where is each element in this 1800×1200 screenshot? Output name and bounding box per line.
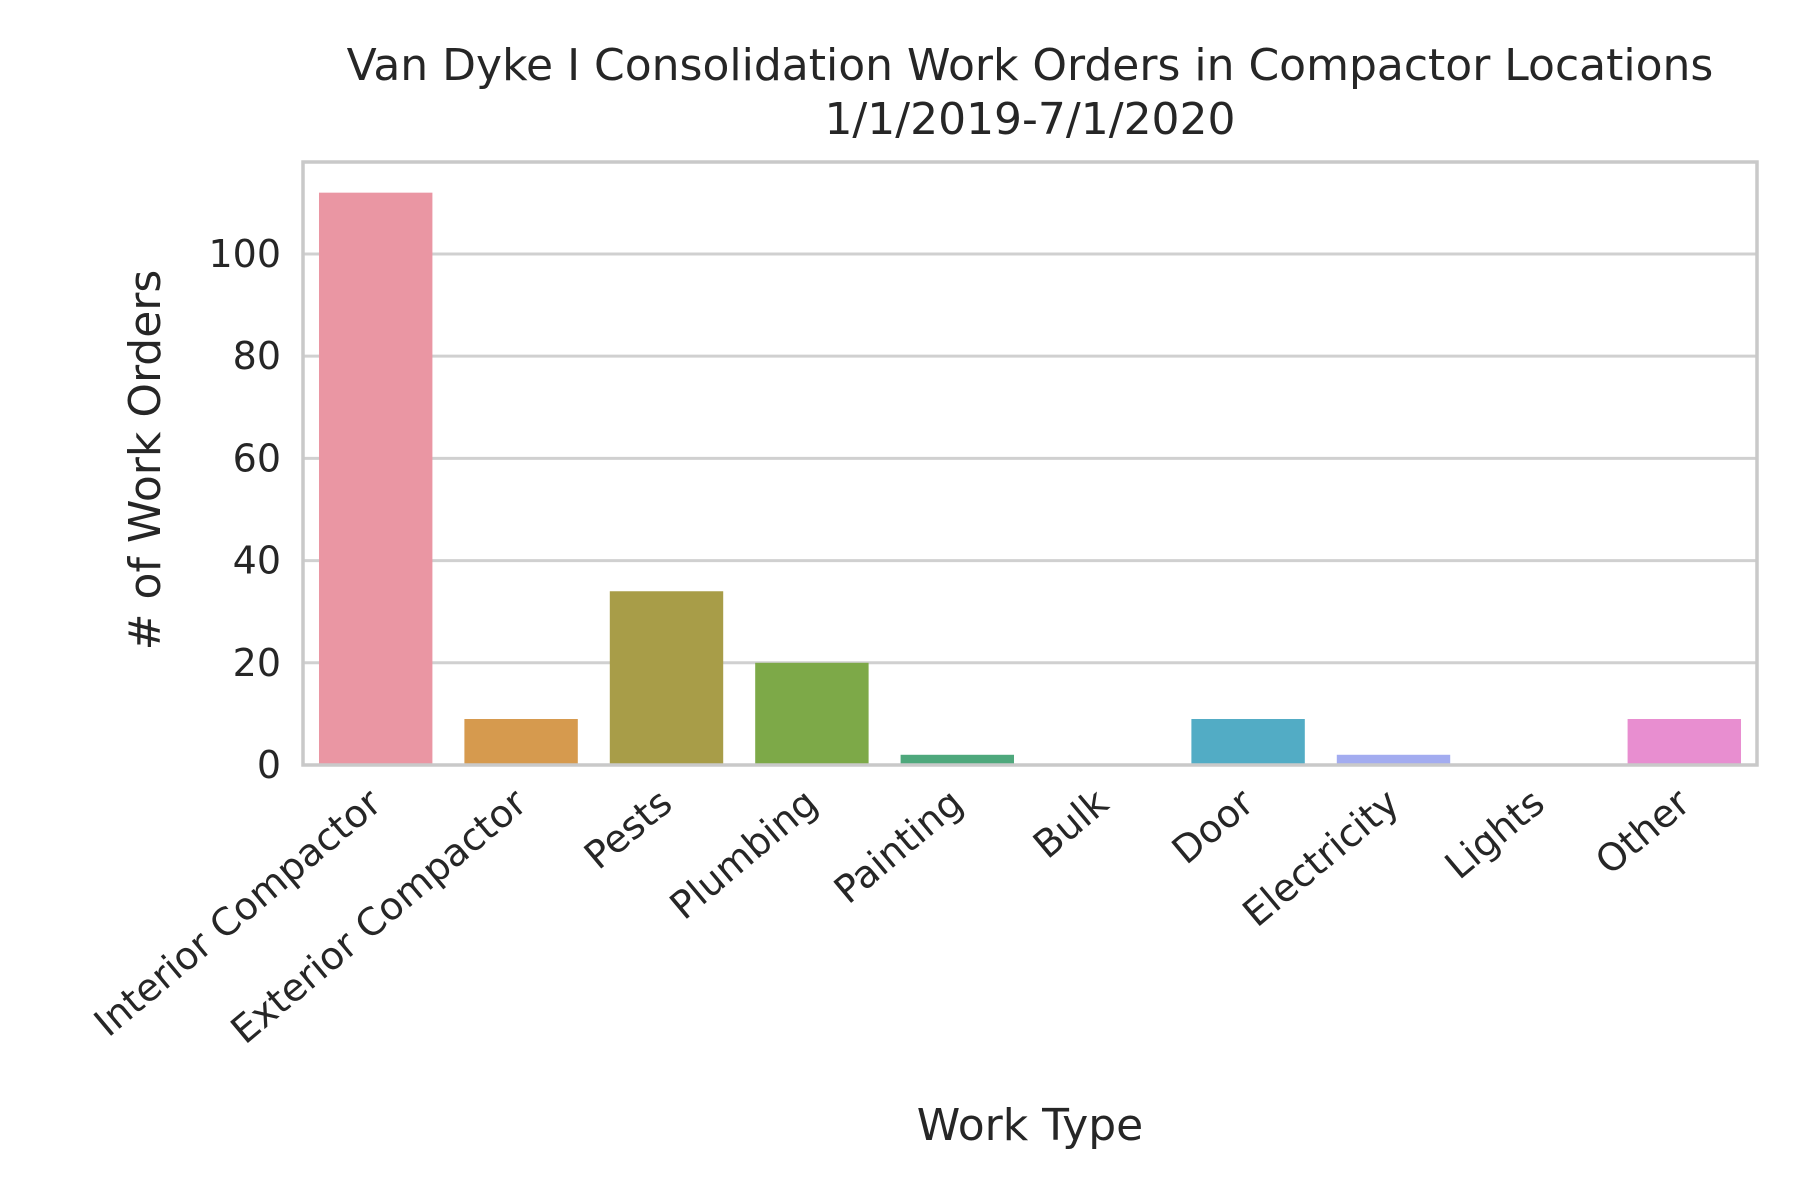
bars xyxy=(318,192,1742,765)
x-axis-label: Work Type xyxy=(917,1100,1143,1151)
bar-interior-compactor xyxy=(318,192,433,765)
x-tick-label-plumbing: Plumbing xyxy=(661,780,825,928)
y-tick-label-40: 40 xyxy=(233,539,281,583)
y-axis-ticks: 0 20 40 60 80 100 xyxy=(208,232,281,787)
x-tick-label-lights: Lights xyxy=(1437,780,1553,887)
y-tick-label-0: 0 xyxy=(257,743,281,787)
bar-painting xyxy=(900,754,1015,765)
chart-title: Van Dyke I Consolidation Work Orders in … xyxy=(347,40,1714,91)
gridlines xyxy=(303,252,1757,767)
x-tick-label-painting: Painting xyxy=(826,780,971,912)
bar-electricity xyxy=(1336,754,1451,765)
y-tick-label-80: 80 xyxy=(233,334,281,378)
x-tick-label-door: Door xyxy=(1164,780,1263,873)
y-tick-label-100: 100 xyxy=(208,232,281,276)
chart-subtitle: 1/1/2019-7/1/2020 xyxy=(824,94,1235,145)
bar-door xyxy=(1191,719,1305,765)
y-tick-label-20: 20 xyxy=(233,641,281,685)
x-tick-label-other: Other xyxy=(1587,780,1698,883)
y-axis-label: # of Work Orders xyxy=(120,270,171,651)
bar-plumbing xyxy=(755,662,869,765)
plot-frame xyxy=(301,160,1759,767)
bar-pests xyxy=(609,591,724,765)
y-tick-label-60: 60 xyxy=(233,436,281,480)
bar-exterior-compactor xyxy=(464,719,578,765)
x-tick-label-pests: Pests xyxy=(576,780,680,878)
x-tick-label-electricity: Electricity xyxy=(1234,780,1407,935)
bar-other xyxy=(1627,719,1742,765)
x-tick-label-bulk: Bulk xyxy=(1025,780,1117,867)
